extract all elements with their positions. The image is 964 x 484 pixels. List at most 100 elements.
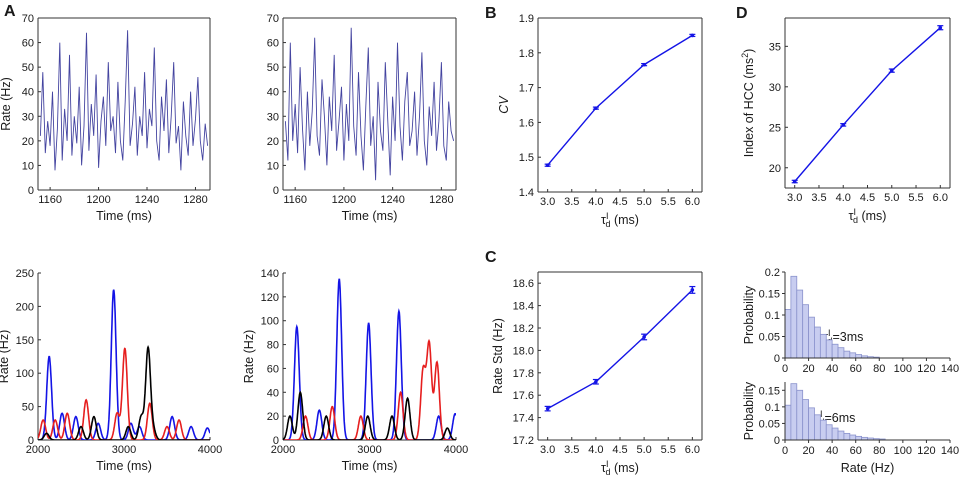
data-point — [938, 25, 943, 30]
histogram-bar — [796, 289, 804, 359]
y-tick-label: 1.9 — [519, 13, 534, 25]
x-tick-label: 20 — [802, 445, 814, 457]
y-tick-label: 1.6 — [519, 117, 534, 129]
y-tick-label: 0 — [774, 353, 780, 365]
y-tick-label: 0.2 — [765, 267, 780, 279]
panel-label-c: C — [485, 249, 497, 266]
x-tick-label: 4.5 — [612, 196, 627, 208]
x-tick-label: 40 — [826, 445, 838, 457]
y-tick-label: 20 — [267, 411, 279, 423]
x-tick-label: 1240 — [135, 194, 159, 206]
x-axis-label: τI d (ms) — [849, 207, 887, 225]
series-line-blue — [38, 289, 210, 440]
x-tick-label: 6.0 — [933, 192, 948, 204]
y-axis-label: Rate (Hz) — [0, 77, 13, 130]
data-point — [690, 288, 695, 292]
y-tick-label: 10 — [267, 160, 279, 172]
y-tick-label: 25 — [769, 122, 781, 134]
x-tick-label: 4000 — [198, 444, 222, 456]
x-tick-label: 120 — [917, 363, 935, 375]
y-axis-label: Rate Std (Hz) — [491, 318, 505, 394]
chart-A_bottom_left: 2000 3000 4000 0 50 100 150 200 250 Time (ms) Rate… — [0, 268, 222, 473]
x-axis-label: τI d (ms) — [601, 459, 639, 477]
x-tick-label: 3.0 — [540, 196, 555, 208]
x-tick-label: 6.0 — [685, 196, 700, 208]
y-tick-label: 1.4 — [519, 187, 534, 199]
data-point — [594, 379, 598, 384]
x-tick-label: 5.0 — [636, 196, 651, 208]
x-tick-label: 1280 — [429, 194, 453, 206]
histogram-bar — [808, 407, 815, 441]
y-tick-label: 18.0 — [513, 345, 534, 357]
y-tick-label: 17.4 — [513, 413, 534, 425]
chart-D_hist_6ms: 0 20 40 60 80 100 120 140 0 0.05 0.1 0.15Probabilit… — [742, 381, 959, 475]
histogram-bar — [819, 333, 827, 359]
y-tick-label: 120 — [261, 292, 279, 304]
x-axis-label: τI d (ms) — [601, 211, 639, 229]
x-tick-label: 1160 — [38, 194, 62, 206]
y-axis-label: Probability — [742, 285, 756, 344]
x-tick-label: 3.0 — [540, 444, 555, 456]
x-axis-label: Rate (Hz) — [841, 461, 894, 475]
histogram-bar — [831, 427, 839, 441]
data-point — [642, 62, 646, 67]
histogram-bar — [796, 389, 804, 441]
y-tick-label: 0.15 — [759, 289, 780, 301]
chart-D: 3.0 3.5 4.0 4.5 5.0 5.5 6.0 20 25 30 35 τI d (ms) Ind… — [740, 17, 951, 225]
y-axis-label: Index of HCC (ms2) — [740, 49, 756, 158]
x-tick-label: 6.0 — [685, 444, 700, 456]
y-tick-label: 40 — [267, 387, 279, 399]
y-tick-label: 30 — [267, 111, 279, 123]
y-tick-label: 1.7 — [519, 83, 534, 95]
y-tick-label: 60 — [22, 38, 34, 50]
x-axis-label: Time (ms) — [96, 209, 152, 223]
y-tick-label: 0.1 — [765, 310, 780, 322]
data-point — [792, 179, 797, 184]
data-point — [642, 335, 646, 339]
x-tick-label: 5.0 — [636, 444, 651, 456]
x-tick-label: 1280 — [183, 194, 207, 206]
y-tick-label: 20 — [267, 136, 279, 148]
y-tick-label: 10 — [22, 160, 34, 172]
y-tick-label: 250 — [16, 268, 34, 280]
x-tick-label: 0 — [782, 445, 788, 457]
x-tick-label: 60 — [850, 363, 862, 375]
chart-A_top_left: 1160 1200 1240 1280 0 10 20 30 40 50 60 70 Time (ms)… — [0, 13, 211, 223]
series-line-black — [38, 345, 210, 440]
x-tick-label: 3.5 — [564, 444, 579, 456]
y-tick-label: 40 — [267, 87, 279, 99]
x-tick-label: 3000 — [112, 444, 136, 456]
x-tick-label: 100 — [894, 363, 912, 375]
histogram-bar — [837, 430, 845, 441]
y-tick-label: 35 — [769, 41, 781, 53]
y-tick-label: 0 — [774, 435, 780, 447]
y-tick-label: 80 — [267, 340, 279, 352]
y-tick-label: 150 — [16, 335, 34, 347]
histogram-bar — [790, 275, 798, 359]
histogram-bar — [843, 432, 851, 441]
chart-A_top_right: 1160 1200 1240 1280 0 10 20 30 40 50 60 70 Time (ms) — [267, 13, 457, 223]
x-axis-label: Time (ms) — [342, 459, 398, 473]
histogram-bar — [814, 326, 821, 359]
x-tick-label: 80 — [873, 363, 885, 375]
x-tick-label: 4.0 — [836, 192, 851, 204]
x-tick-label: 4.5 — [612, 444, 627, 456]
x-tick-label: 5.0 — [884, 192, 899, 204]
y-tick-label: 70 — [22, 13, 34, 25]
x-tick-label: 1240 — [380, 194, 404, 206]
series-line — [547, 289, 693, 410]
y-tick-label: 50 — [267, 62, 279, 74]
x-tick-label: 2000 — [271, 444, 295, 456]
data-point — [690, 33, 695, 38]
histogram-bar — [849, 434, 857, 441]
series-line-population-rate — [39, 30, 209, 171]
y-tick-label: 70 — [267, 13, 279, 25]
x-tick-label: 5.5 — [908, 192, 923, 204]
y-tick-label: 17.2 — [513, 435, 534, 447]
y-tick-label: 60 — [267, 363, 279, 375]
y-axis-label: CV — [497, 95, 511, 114]
y-tick-label: 100 — [16, 368, 34, 380]
x-tick-label: 5.5 — [661, 196, 676, 208]
y-tick-label: 0.15 — [759, 385, 780, 397]
y-tick-label: 18.4 — [513, 301, 534, 313]
